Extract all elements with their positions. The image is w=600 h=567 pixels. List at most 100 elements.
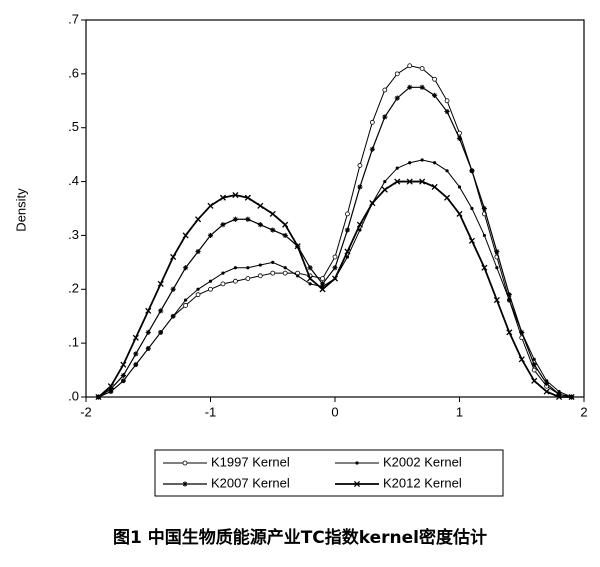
point-marker	[457, 185, 462, 189]
point-marker	[170, 286, 176, 292]
point-marker	[171, 314, 175, 318]
point-marker	[307, 275, 314, 282]
point-marker	[344, 227, 351, 233]
legend-label: K1997 Kernel	[211, 454, 290, 469]
x-tick-label: 2	[580, 404, 587, 419]
point-marker	[432, 92, 438, 98]
point-marker	[556, 391, 562, 397]
point-marker	[244, 194, 251, 201]
point-marker	[207, 232, 214, 239]
point-marker	[543, 388, 550, 395]
y-tick-label: .6	[68, 65, 79, 80]
point-marker	[282, 270, 288, 276]
point-marker	[232, 278, 238, 284]
point-marker	[493, 296, 500, 304]
point-marker	[145, 329, 151, 335]
legend-marker	[353, 480, 361, 488]
point-marker	[433, 161, 437, 165]
point-marker	[245, 216, 251, 222]
point-marker	[219, 194, 227, 201]
point-marker	[419, 84, 425, 90]
point-marker	[357, 184, 363, 190]
point-marker	[208, 279, 213, 283]
point-marker	[494, 248, 500, 255]
point-marker	[395, 166, 399, 170]
y-tick-label: .0	[68, 388, 79, 403]
point-marker	[470, 206, 474, 211]
point-marker	[221, 271, 225, 275]
point-marker	[568, 393, 575, 401]
legend-marker	[182, 460, 188, 466]
point-marker	[419, 178, 426, 185]
point-marker	[195, 292, 201, 298]
point-marker	[507, 298, 511, 302]
point-marker	[383, 179, 387, 184]
point-marker	[481, 205, 487, 212]
point-marker	[282, 232, 288, 239]
point-marker	[157, 280, 164, 287]
point-marker	[258, 263, 262, 267]
point-marker	[357, 163, 363, 168]
point-marker	[246, 266, 250, 270]
point-marker	[208, 286, 213, 292]
point-marker	[108, 386, 114, 392]
point-marker	[444, 98, 450, 104]
point-marker	[407, 63, 413, 69]
point-marker	[356, 221, 363, 228]
y-axis-label: Density	[13, 188, 28, 232]
legend-marker	[355, 461, 359, 465]
point-marker	[369, 146, 375, 152]
point-marker	[394, 178, 401, 185]
point-marker	[320, 284, 325, 289]
point-marker	[456, 135, 463, 142]
point-marker	[381, 186, 388, 193]
point-marker	[196, 287, 200, 291]
point-marker	[270, 227, 276, 233]
y-tick-label: .5	[68, 119, 79, 134]
point-marker	[420, 158, 424, 162]
point-marker	[419, 66, 425, 71]
point-marker	[406, 178, 413, 185]
plot-frame	[85, 19, 585, 398]
y-tick-label: .3	[68, 227, 79, 242]
point-marker	[207, 202, 214, 209]
point-marker	[495, 266, 499, 270]
x-tick-label: -1	[205, 404, 217, 419]
point-marker	[270, 270, 276, 276]
point-marker	[269, 210, 276, 217]
point-marker	[532, 357, 536, 361]
point-marker	[183, 303, 189, 308]
point-marker	[308, 282, 312, 286]
point-marker	[296, 274, 300, 278]
y-tick-label: .1	[68, 335, 79, 350]
point-marker	[195, 248, 201, 255]
point-marker	[407, 84, 413, 90]
legend-box	[154, 449, 504, 497]
x-tick-label: 0	[331, 404, 338, 419]
point-marker	[158, 308, 164, 314]
point-marker	[531, 377, 538, 384]
point-marker	[120, 361, 127, 368]
point-marker	[408, 161, 412, 165]
point-marker	[369, 119, 375, 125]
point-marker	[271, 260, 275, 264]
point-marker	[95, 393, 102, 401]
caption: 图1 中国生物质能源产业TC指数kernel密度估计	[113, 527, 487, 548]
point-marker	[432, 76, 438, 82]
point-marker	[468, 237, 476, 244]
x-tick-label: 1	[456, 404, 463, 419]
point-marker	[245, 276, 251, 281]
point-marker	[233, 266, 237, 270]
point-marker	[107, 383, 114, 390]
point-marker	[194, 216, 202, 223]
point-marker	[506, 292, 512, 298]
series-line	[98, 86, 572, 398]
point-marker	[469, 168, 475, 174]
point-marker	[445, 169, 449, 173]
point-marker	[109, 390, 113, 394]
point-marker	[506, 329, 513, 336]
point-marker	[184, 298, 188, 302]
point-marker	[121, 379, 125, 383]
point-marker	[544, 380, 550, 387]
